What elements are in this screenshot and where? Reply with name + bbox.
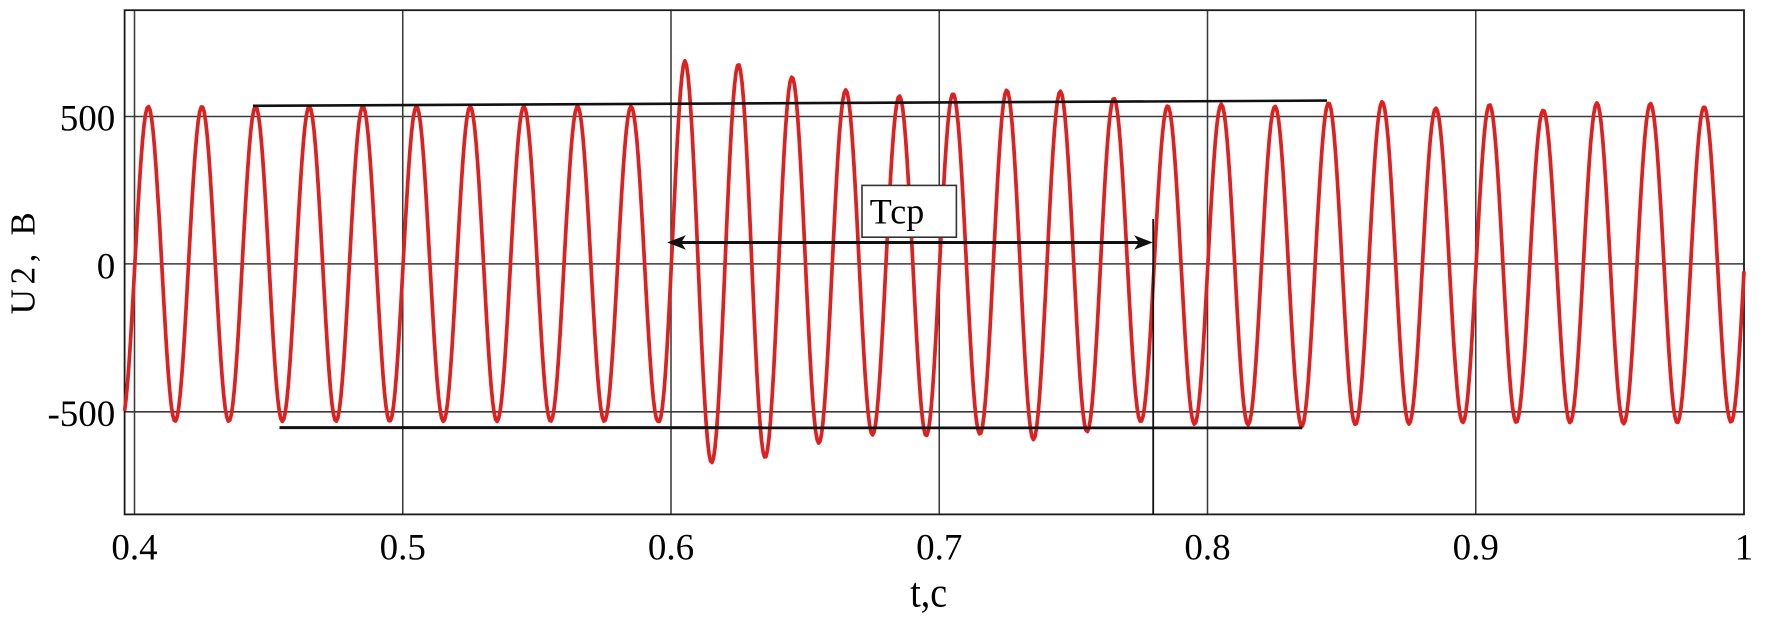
svg-text:0.4: 0.4 (111, 527, 157, 568)
svg-text:500: 500 (60, 98, 116, 139)
svg-text:0: 0 (97, 246, 116, 287)
svg-text:0.5: 0.5 (380, 527, 426, 568)
svg-text:0.6: 0.6 (648, 527, 694, 568)
svg-text:0.8: 0.8 (1184, 527, 1230, 568)
svg-text:Тср: Тср (870, 191, 925, 231)
svg-text:U2, В: U2, В (4, 208, 43, 315)
svg-text:1: 1 (1735, 527, 1754, 568)
svg-text:0.7: 0.7 (916, 527, 962, 568)
svg-text:t,c: t,c (910, 569, 947, 616)
svg-text:-500: -500 (47, 394, 115, 435)
svg-text:0.9: 0.9 (1453, 527, 1499, 568)
